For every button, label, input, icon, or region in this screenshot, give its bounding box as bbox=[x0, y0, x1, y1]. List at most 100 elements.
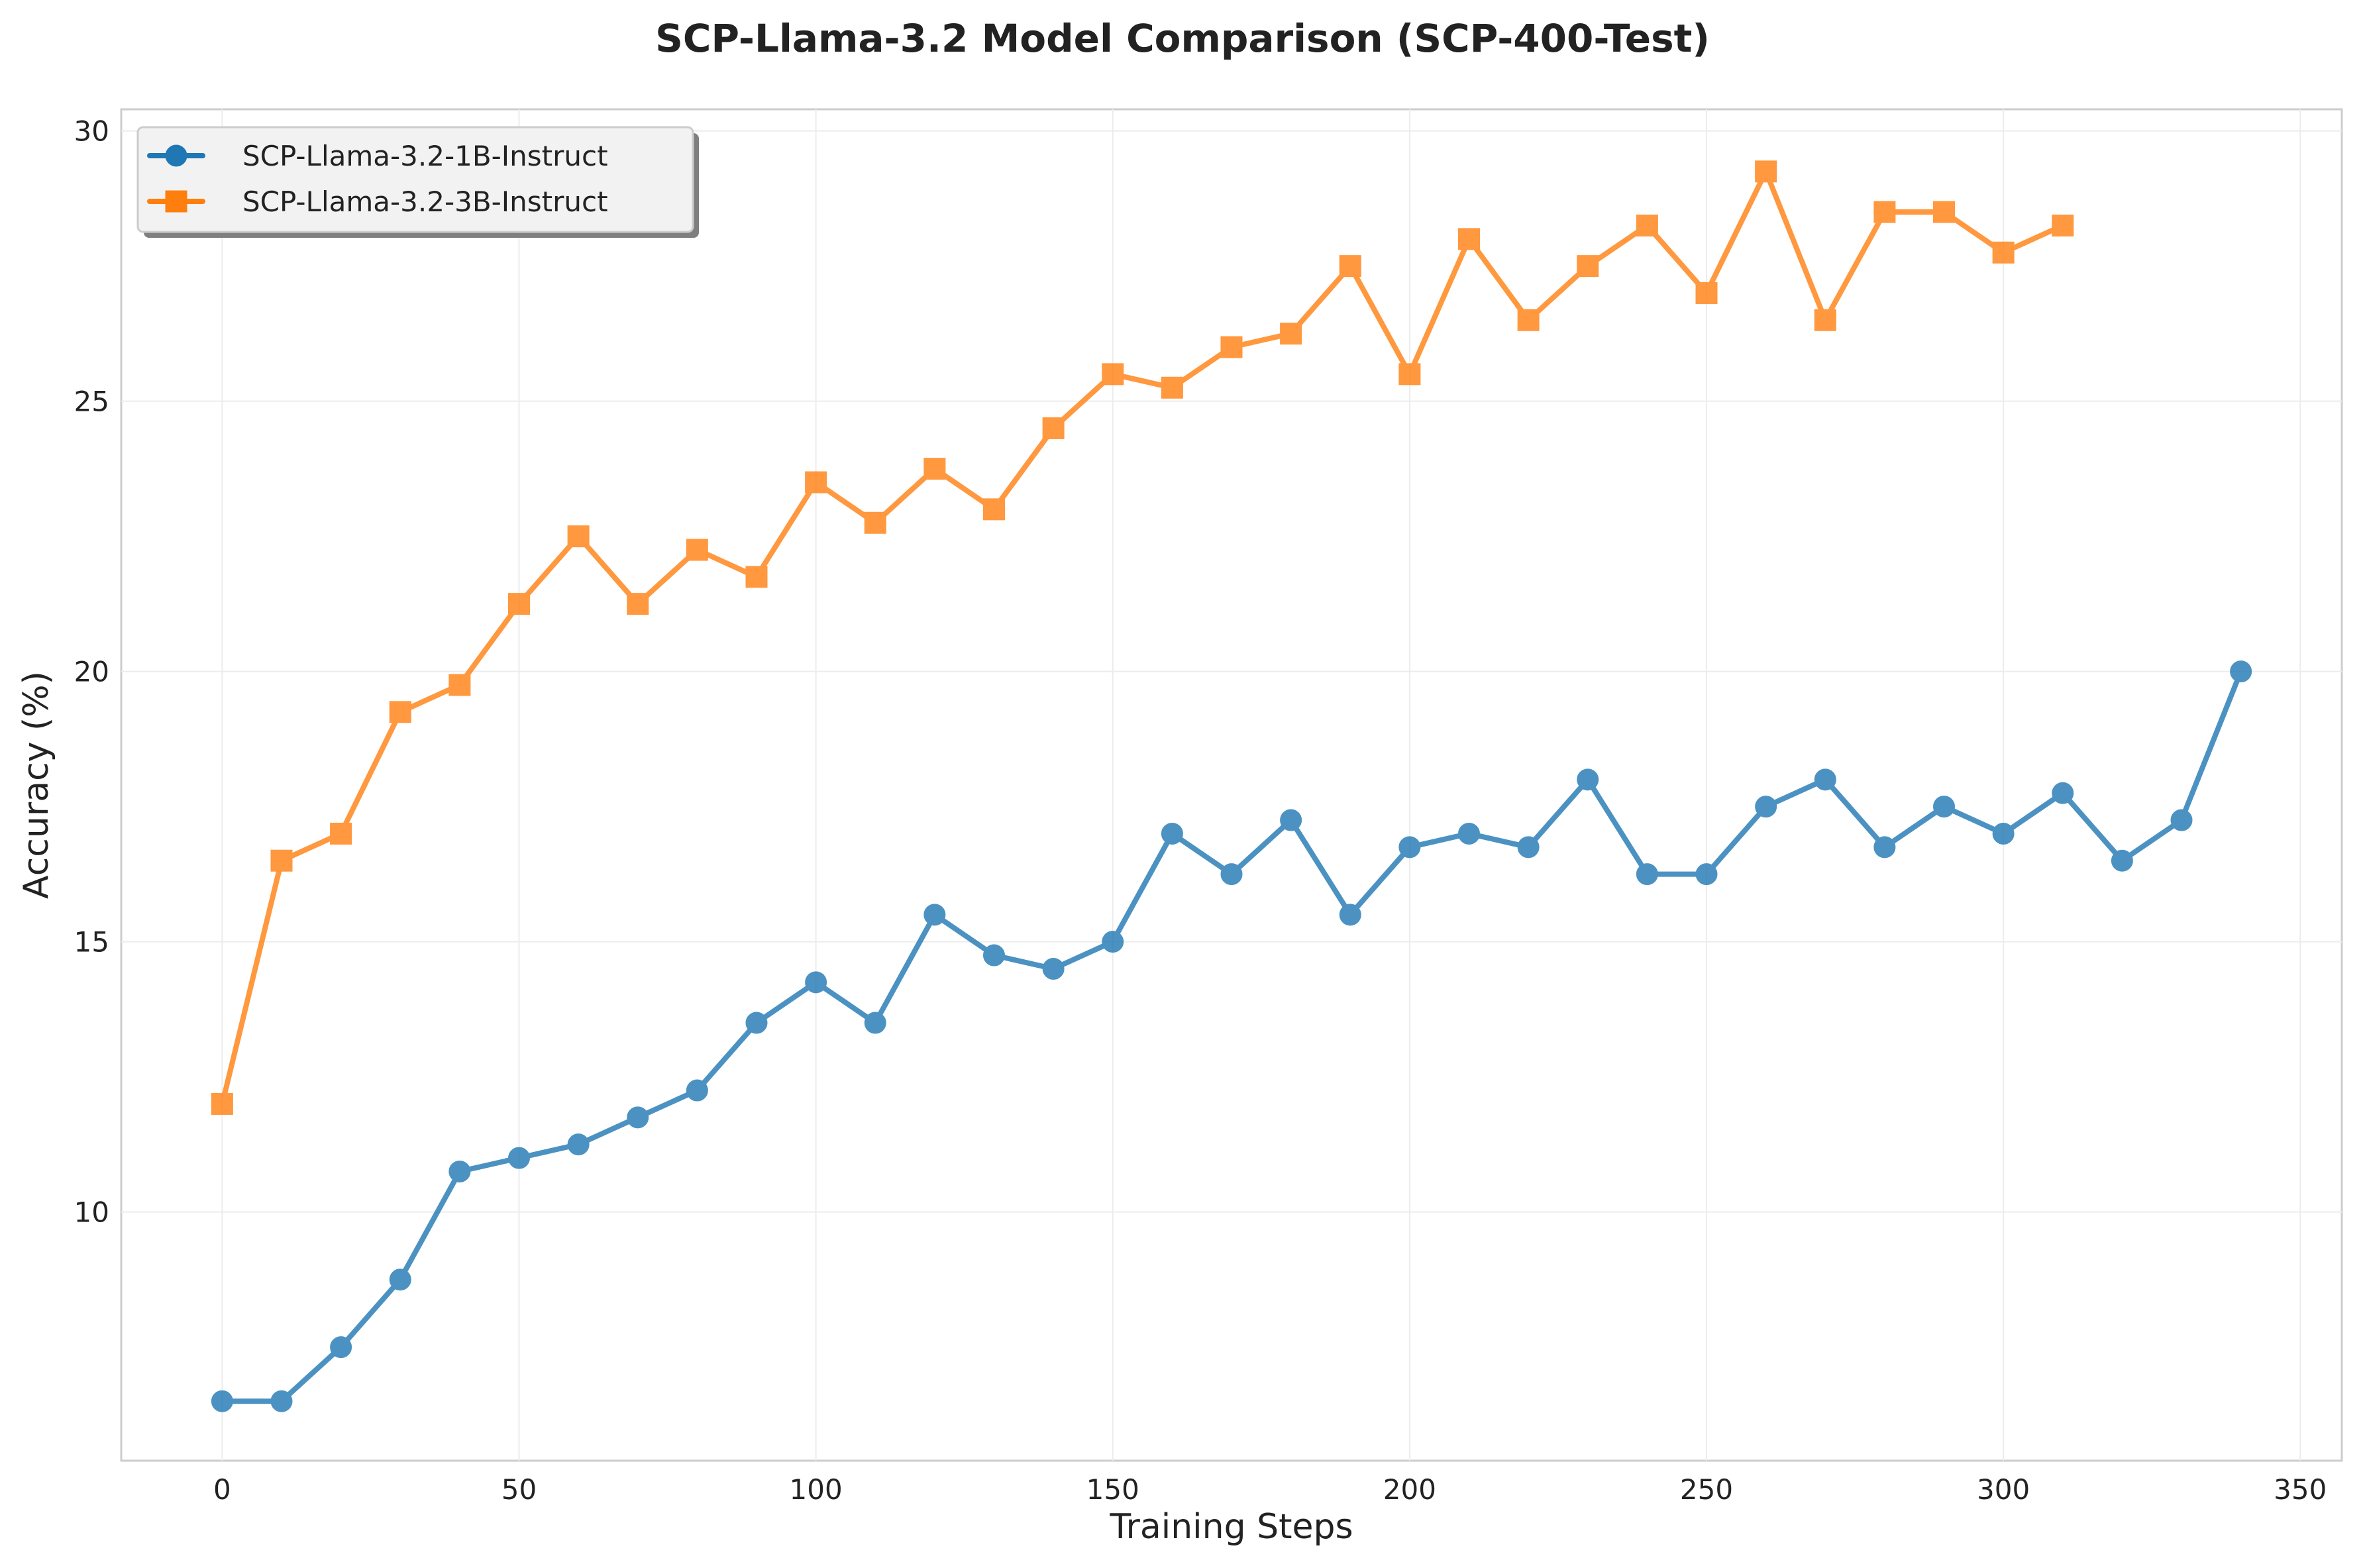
legend-label-3b: SCP-Llama-3.2-3B-Instruct bbox=[242, 185, 608, 218]
x-tick-label: 150 bbox=[1086, 1473, 1139, 1506]
data-point bbox=[1458, 822, 1481, 845]
y-tick-label: 30 bbox=[74, 115, 109, 148]
y-tick-label: 15 bbox=[74, 926, 109, 959]
data-point bbox=[1398, 836, 1421, 859]
data-point bbox=[1161, 822, 1183, 845]
data-point bbox=[1042, 417, 1065, 439]
data-point bbox=[1755, 796, 1777, 818]
data-point bbox=[1339, 904, 1361, 926]
data-point bbox=[1695, 863, 1718, 886]
data-point bbox=[2052, 214, 2074, 236]
data-point bbox=[330, 822, 352, 845]
chart-title: SCP-Llama-3.2 Model Comparison (SCP-400-… bbox=[655, 16, 1710, 61]
data-point bbox=[1933, 796, 1956, 818]
data-point bbox=[805, 471, 827, 494]
x-tick-label: 0 bbox=[213, 1473, 231, 1506]
data-point bbox=[686, 1079, 708, 1102]
x-axis-ticks: 0 50 100 150 200 250 300 350 bbox=[213, 1473, 2327, 1506]
x-tick-label: 350 bbox=[2274, 1473, 2327, 1506]
legend-box bbox=[136, 126, 694, 233]
data-point bbox=[1577, 255, 1599, 278]
data-point bbox=[805, 971, 827, 994]
data-point bbox=[1695, 282, 1718, 304]
data-point bbox=[567, 525, 590, 548]
data-point bbox=[1398, 363, 1421, 386]
data-point bbox=[1517, 309, 1540, 331]
data-point bbox=[448, 1160, 471, 1182]
data-point bbox=[982, 498, 1005, 521]
data-point bbox=[1873, 201, 1896, 223]
data-point bbox=[1161, 376, 1183, 399]
data-point bbox=[1992, 822, 2015, 845]
data-point bbox=[2230, 660, 2252, 683]
data-point bbox=[2111, 849, 2133, 872]
data-point bbox=[1636, 863, 1658, 886]
data-point bbox=[211, 1092, 233, 1115]
data-point bbox=[982, 944, 1005, 967]
y-axis-ticks: 10 15 20 25 30 bbox=[74, 115, 109, 1229]
data-point bbox=[1755, 160, 1777, 183]
data-point bbox=[1102, 931, 1124, 953]
series-layer bbox=[211, 160, 2252, 1412]
data-point bbox=[1873, 836, 1896, 859]
legend-marker-3b bbox=[165, 190, 187, 213]
data-point bbox=[389, 1269, 411, 1291]
y-axis-label: Accuracy (%) bbox=[17, 671, 56, 899]
series-1 bbox=[211, 660, 2252, 1412]
data-point bbox=[1280, 323, 1302, 345]
data-point bbox=[1042, 957, 1065, 980]
data-point bbox=[507, 593, 530, 615]
data-point bbox=[1102, 363, 1124, 386]
series-line bbox=[219, 168, 2066, 1107]
data-point bbox=[923, 904, 946, 926]
series-2 bbox=[211, 160, 2074, 1115]
legend: SCP-Llama-3.2-1B-Instruct SCP-Llama-3.2-… bbox=[136, 126, 699, 238]
data-point bbox=[330, 1336, 352, 1359]
x-tick-label: 50 bbox=[501, 1473, 537, 1506]
data-point bbox=[627, 1106, 649, 1129]
legend-marker-1b bbox=[165, 144, 187, 167]
y-tick-label: 25 bbox=[74, 386, 109, 418]
data-point bbox=[864, 1012, 886, 1034]
data-point bbox=[270, 849, 293, 872]
y-tick-label: 20 bbox=[74, 656, 109, 688]
grid bbox=[121, 109, 2342, 1461]
y-tick-label: 10 bbox=[74, 1196, 109, 1229]
data-point bbox=[1636, 214, 1658, 236]
data-point bbox=[1814, 768, 1836, 791]
data-point bbox=[1220, 863, 1243, 886]
data-point bbox=[1220, 336, 1243, 358]
data-point bbox=[2052, 782, 2074, 804]
data-point bbox=[1577, 768, 1599, 791]
data-point bbox=[864, 511, 886, 534]
x-tick-label: 100 bbox=[790, 1473, 843, 1506]
data-point bbox=[567, 1133, 590, 1156]
data-point bbox=[686, 539, 708, 561]
data-point bbox=[923, 458, 946, 480]
data-point bbox=[1339, 255, 1361, 278]
data-point bbox=[1517, 836, 1540, 859]
x-tick-label: 200 bbox=[1383, 1473, 1436, 1506]
data-point bbox=[211, 1390, 233, 1412]
data-point bbox=[1458, 228, 1481, 250]
data-point bbox=[2170, 809, 2193, 831]
plot-area bbox=[120, 108, 2343, 1462]
data-point bbox=[745, 566, 768, 588]
legend-item-1b: SCP-Llama-3.2-1B-Instruct bbox=[147, 140, 608, 172]
x-tick-label: 250 bbox=[1680, 1473, 1733, 1506]
data-point bbox=[627, 593, 649, 615]
x-axis-label: Training Steps bbox=[1109, 1507, 1353, 1547]
data-point bbox=[1992, 241, 2015, 264]
data-point bbox=[448, 674, 471, 696]
data-point bbox=[507, 1147, 530, 1169]
x-tick-label: 300 bbox=[1977, 1473, 2030, 1506]
data-point bbox=[1814, 309, 1836, 331]
data-point bbox=[389, 701, 411, 723]
legend-label-1b: SCP-Llama-3.2-1B-Instruct bbox=[242, 140, 608, 172]
legend-item-3b: SCP-Llama-3.2-3B-Instruct bbox=[147, 185, 608, 218]
data-point bbox=[1933, 201, 1956, 223]
data-point bbox=[270, 1390, 293, 1412]
data-point bbox=[1280, 809, 1302, 831]
data-point bbox=[745, 1012, 768, 1034]
